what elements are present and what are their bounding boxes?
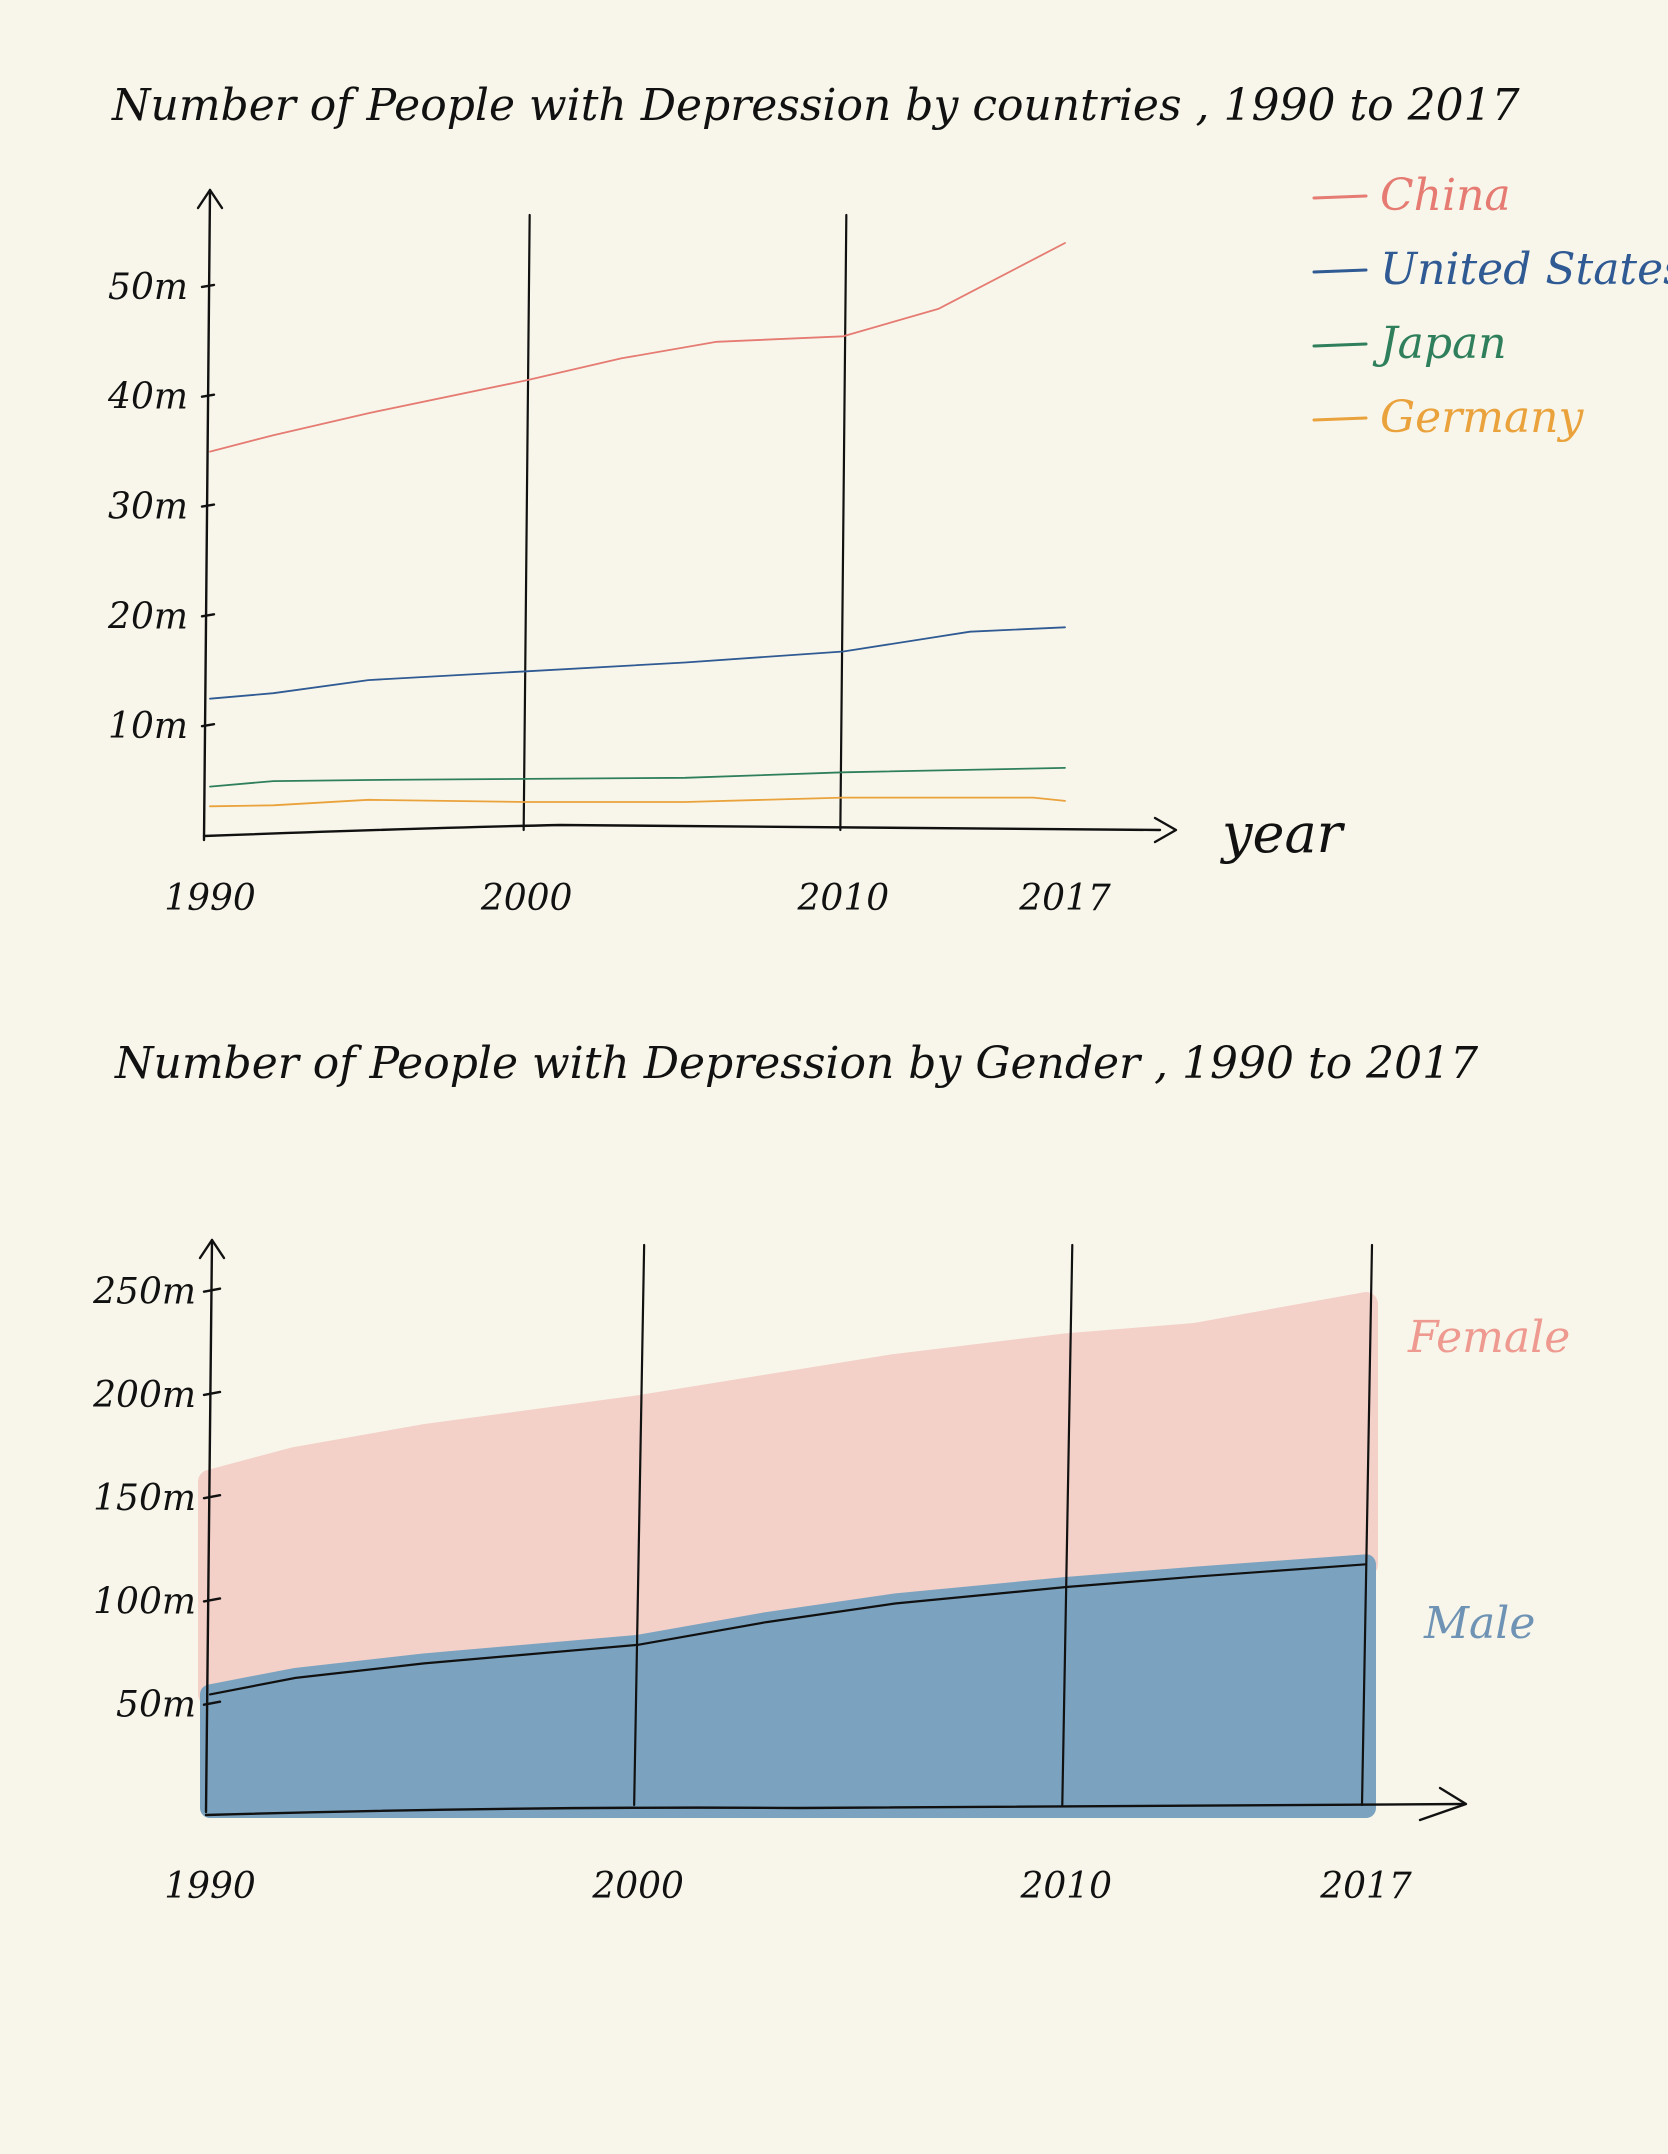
chart-countries-x-axis bbox=[202, 823, 1162, 838]
chart-countries: Number of People with Depression by coun… bbox=[107, 80, 1668, 919]
chart-countries-x-tick-label: 2017 bbox=[1018, 878, 1111, 919]
chart-gender-y-axis bbox=[204, 1238, 214, 1814]
chart-gender-x-tick-label: 2010 bbox=[1019, 1866, 1112, 1907]
series-line-japan bbox=[209, 767, 1066, 788]
chart-gender-x-tick-label: 2000 bbox=[591, 1866, 684, 1907]
chart-countries-y-tick-label: 20m bbox=[107, 596, 188, 637]
chart-gender-y-tick-mark bbox=[202, 1597, 222, 1603]
series-line-united-states bbox=[209, 626, 1066, 700]
chart-countries-x-label: year bbox=[1220, 802, 1346, 865]
chart-gender-vline-2017 bbox=[1360, 1243, 1374, 1807]
chart-countries-vline-2000 bbox=[522, 213, 531, 832]
chart-countries-x-tick-label: 2000 bbox=[480, 878, 573, 919]
chart-gender-y-tick-mark bbox=[202, 1390, 222, 1397]
legend-label-china: China bbox=[1380, 170, 1511, 221]
legend-label-male: Male bbox=[1423, 1598, 1535, 1649]
chart-countries-y-tick-mark bbox=[200, 283, 216, 289]
chart-countries-y-tick-mark bbox=[200, 393, 216, 398]
chart-countries-y-tick-label: 10m bbox=[108, 706, 188, 747]
legend-label-female: Female bbox=[1407, 1312, 1570, 1363]
chart-gender-y-tick-label: 100m bbox=[93, 1581, 196, 1622]
chart-gender-y-axis-arrow bbox=[198, 1238, 226, 1260]
chart-countries-y-axis bbox=[202, 188, 212, 842]
chart-gender-y-tick-label: 200m bbox=[92, 1375, 196, 1416]
legend-label-germany: Germany bbox=[1380, 392, 1585, 443]
chart-gender-x-axis bbox=[204, 1802, 1466, 1817]
legend-label-united-states: United States bbox=[1380, 244, 1668, 295]
series-line-germany bbox=[209, 796, 1066, 808]
legend-swatch-germany bbox=[1312, 416, 1368, 422]
chart-gender-x-axis-arrow bbox=[1418, 1786, 1468, 1822]
chart-countries-x-tick-label: 1990 bbox=[164, 878, 256, 919]
chart-gender: Number of People with Depression by Gend… bbox=[92, 1038, 1570, 1907]
chart-gender-x-tick-label: 2017 bbox=[1319, 1866, 1412, 1907]
chart-gender-y-tick-label: 50m bbox=[116, 1685, 196, 1726]
legend-swatch-japan bbox=[1312, 342, 1368, 348]
legend-swatch-china bbox=[1312, 194, 1368, 200]
chart-countries-x-axis-arrow bbox=[1153, 816, 1178, 844]
chart-gender-y-tick-mark bbox=[202, 1700, 222, 1706]
chart-countries-y-tick-mark bbox=[200, 613, 216, 618]
chart-countries-y-tick-label: 40m bbox=[107, 377, 188, 418]
chart-gender-x-tick-label: 1990 bbox=[164, 1866, 256, 1907]
chart-gender-y-tick-mark bbox=[202, 1287, 222, 1293]
chart-countries-y-tick-mark bbox=[200, 503, 216, 508]
chart-countries-x-tick-label: 2010 bbox=[797, 878, 890, 919]
series-line-china bbox=[209, 242, 1066, 453]
chart-countries-y-tick-label: 50m bbox=[108, 267, 188, 308]
chart-gender-y-tick-label: 150m bbox=[93, 1478, 196, 1519]
chart-gender-y-tick-mark bbox=[202, 1493, 222, 1500]
chart-gender-vline-2010 bbox=[1061, 1243, 1074, 1807]
chart-countries-title: Number of People with Depression by coun… bbox=[111, 80, 1520, 131]
chart-gender-title: Number of People with Depression by Gend… bbox=[114, 1038, 1478, 1089]
legend-label-japan: Japan bbox=[1372, 318, 1507, 369]
chart-countries-vline-2010 bbox=[839, 213, 848, 832]
legend-swatch-united-states bbox=[1312, 268, 1368, 274]
area-male-top-line bbox=[208, 1563, 1368, 1696]
chart-countries-y-tick-mark bbox=[200, 722, 216, 728]
chart-countries-y-axis-arrow bbox=[196, 188, 224, 210]
chart-gender-vline-2000 bbox=[633, 1243, 646, 1807]
chart-countries-y-tick-label: 30m bbox=[108, 487, 188, 528]
chart-gender-y-tick-label: 250m bbox=[92, 1272, 196, 1313]
